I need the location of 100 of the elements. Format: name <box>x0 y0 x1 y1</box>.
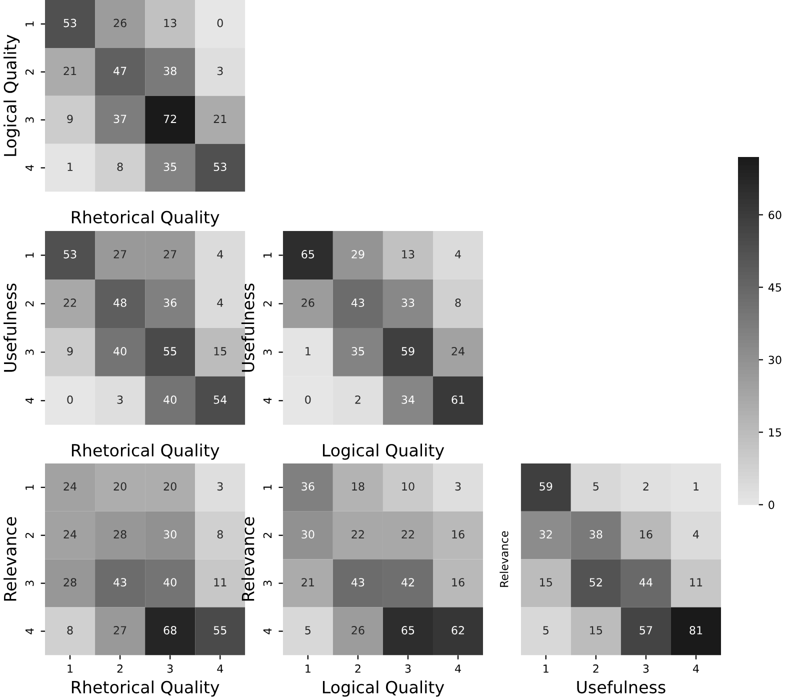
data-label: 26 <box>114 18 126 28</box>
x-axis-title: Logical Quality <box>322 680 444 697</box>
data-label: 59 <box>402 347 414 356</box>
y-tick-label: 3 <box>25 117 34 123</box>
x-axis-title: Rhetorical Quality <box>72 210 220 227</box>
y-tick-label: 2 <box>263 532 272 538</box>
x-axis-title: Logical Quality <box>322 444 444 460</box>
data-label: 61 <box>452 395 464 404</box>
data-label: 18 <box>352 482 364 491</box>
y-tick-label: 4 <box>26 164 34 171</box>
data-label: 27 <box>114 250 126 258</box>
x-tick-label: 1 <box>306 664 310 673</box>
data-label: 16 <box>452 578 464 586</box>
data-label: 32 <box>540 530 552 539</box>
data-label: 15 <box>590 626 602 634</box>
data-label: 40 <box>164 578 176 586</box>
data-label: 27 <box>114 626 126 634</box>
data-label: 57 <box>640 626 652 634</box>
data-label: 0 <box>305 395 311 404</box>
data-label: 38 <box>164 66 176 76</box>
data-label: 16 <box>452 530 464 539</box>
y-tick-label: 1 <box>263 484 272 490</box>
x-tick-label: 2 <box>117 664 122 673</box>
data-label: 40 <box>114 347 126 356</box>
data-label: 11 <box>690 578 702 586</box>
data-label: 28 <box>64 578 76 586</box>
data-label: 15 <box>540 578 552 586</box>
x-axis-title: Usefulness <box>577 680 666 694</box>
y-tick-label: 1 <box>263 252 272 258</box>
data-label: 53 <box>64 18 76 28</box>
y-axis-title: Usefulness <box>241 284 254 372</box>
data-label: 1 <box>306 347 310 356</box>
y-tick-label: 3 <box>25 350 34 355</box>
x-tick-label: 4 <box>455 664 461 673</box>
x-tick-label: 1 <box>68 664 73 673</box>
data-label: 11 <box>214 578 226 586</box>
data-label: 27 <box>164 250 176 258</box>
data-label: 53 <box>214 162 226 172</box>
data-label: 34 <box>402 395 414 404</box>
y-axis-title: Logical Quality <box>4 34 20 156</box>
data-label: 15 <box>214 347 226 356</box>
data-label: 0 <box>217 18 223 28</box>
data-label: 30 <box>164 530 176 539</box>
x-tick-label: 4 <box>693 664 699 673</box>
data-label: 21 <box>214 114 226 123</box>
data-label: 26 <box>352 626 364 634</box>
x-tick-label: 1 <box>544 664 548 673</box>
y-tick-label: 4 <box>26 628 34 634</box>
y-tick-label: 4 <box>263 398 272 404</box>
data-label: 36 <box>164 298 176 307</box>
y-tick-label: 1 <box>26 21 34 26</box>
data-label: 5 <box>305 626 310 634</box>
data-label: 81 <box>690 626 702 634</box>
x-axis-title: Rhetorical Quality <box>72 444 220 460</box>
y-axis-title: Relevance <box>4 517 16 601</box>
color-bar-label: 30 <box>768 356 782 364</box>
x-tick-label: 2 <box>593 664 598 673</box>
data-label: 54 <box>214 396 227 404</box>
y-tick-label: 1 <box>26 484 34 490</box>
x-tick-label: 2 <box>355 664 360 673</box>
y-tick-label: 4 <box>263 628 272 634</box>
data-label: 4 <box>217 250 224 258</box>
data-label: 2 <box>643 482 648 490</box>
y-tick-label: 3 <box>263 580 272 586</box>
data-label: 30 <box>302 530 314 539</box>
data-label: 40 <box>164 395 176 404</box>
color-bar-label: 45 <box>768 283 782 292</box>
data-label: 21 <box>302 578 314 586</box>
data-label: 35 <box>164 162 176 172</box>
data-label: 52 <box>590 578 602 586</box>
x-axis-title: Rhetorical Quality <box>72 680 220 697</box>
data-label: 35 <box>352 347 364 356</box>
data-label: 33 <box>402 298 414 307</box>
data-label: 24 <box>452 347 464 356</box>
data-label: 72 <box>164 114 176 123</box>
data-label: 55 <box>164 347 176 356</box>
data-label: 29 <box>352 250 364 258</box>
data-label: 3 <box>217 66 223 76</box>
color-bar-label: 15 <box>769 428 782 437</box>
data-label: 43 <box>351 578 364 586</box>
data-label: 47 <box>114 66 126 75</box>
x-tick-label: 4 <box>217 664 224 673</box>
color-bar-label: 60 <box>768 210 782 220</box>
data-label: 3 <box>455 482 461 491</box>
data-label: 53 <box>64 250 76 258</box>
data-label: 1 <box>694 482 699 490</box>
data-label: 1 <box>68 162 73 171</box>
y-axis-title: Relevance <box>241 517 254 601</box>
data-label: 65 <box>402 626 414 634</box>
data-label: 42 <box>401 578 414 586</box>
data-label: 16 <box>640 530 652 539</box>
y-tick-label: 2 <box>25 301 34 306</box>
data-label: 21 <box>64 66 76 75</box>
data-label: 55 <box>214 626 226 634</box>
data-label: 5 <box>593 482 598 491</box>
data-label: 3 <box>117 395 123 404</box>
y-axis-title: Relevance <box>500 531 508 587</box>
y-tick-label: 2 <box>25 70 34 75</box>
data-label: 44 <box>639 578 652 586</box>
data-label: 13 <box>402 250 414 258</box>
